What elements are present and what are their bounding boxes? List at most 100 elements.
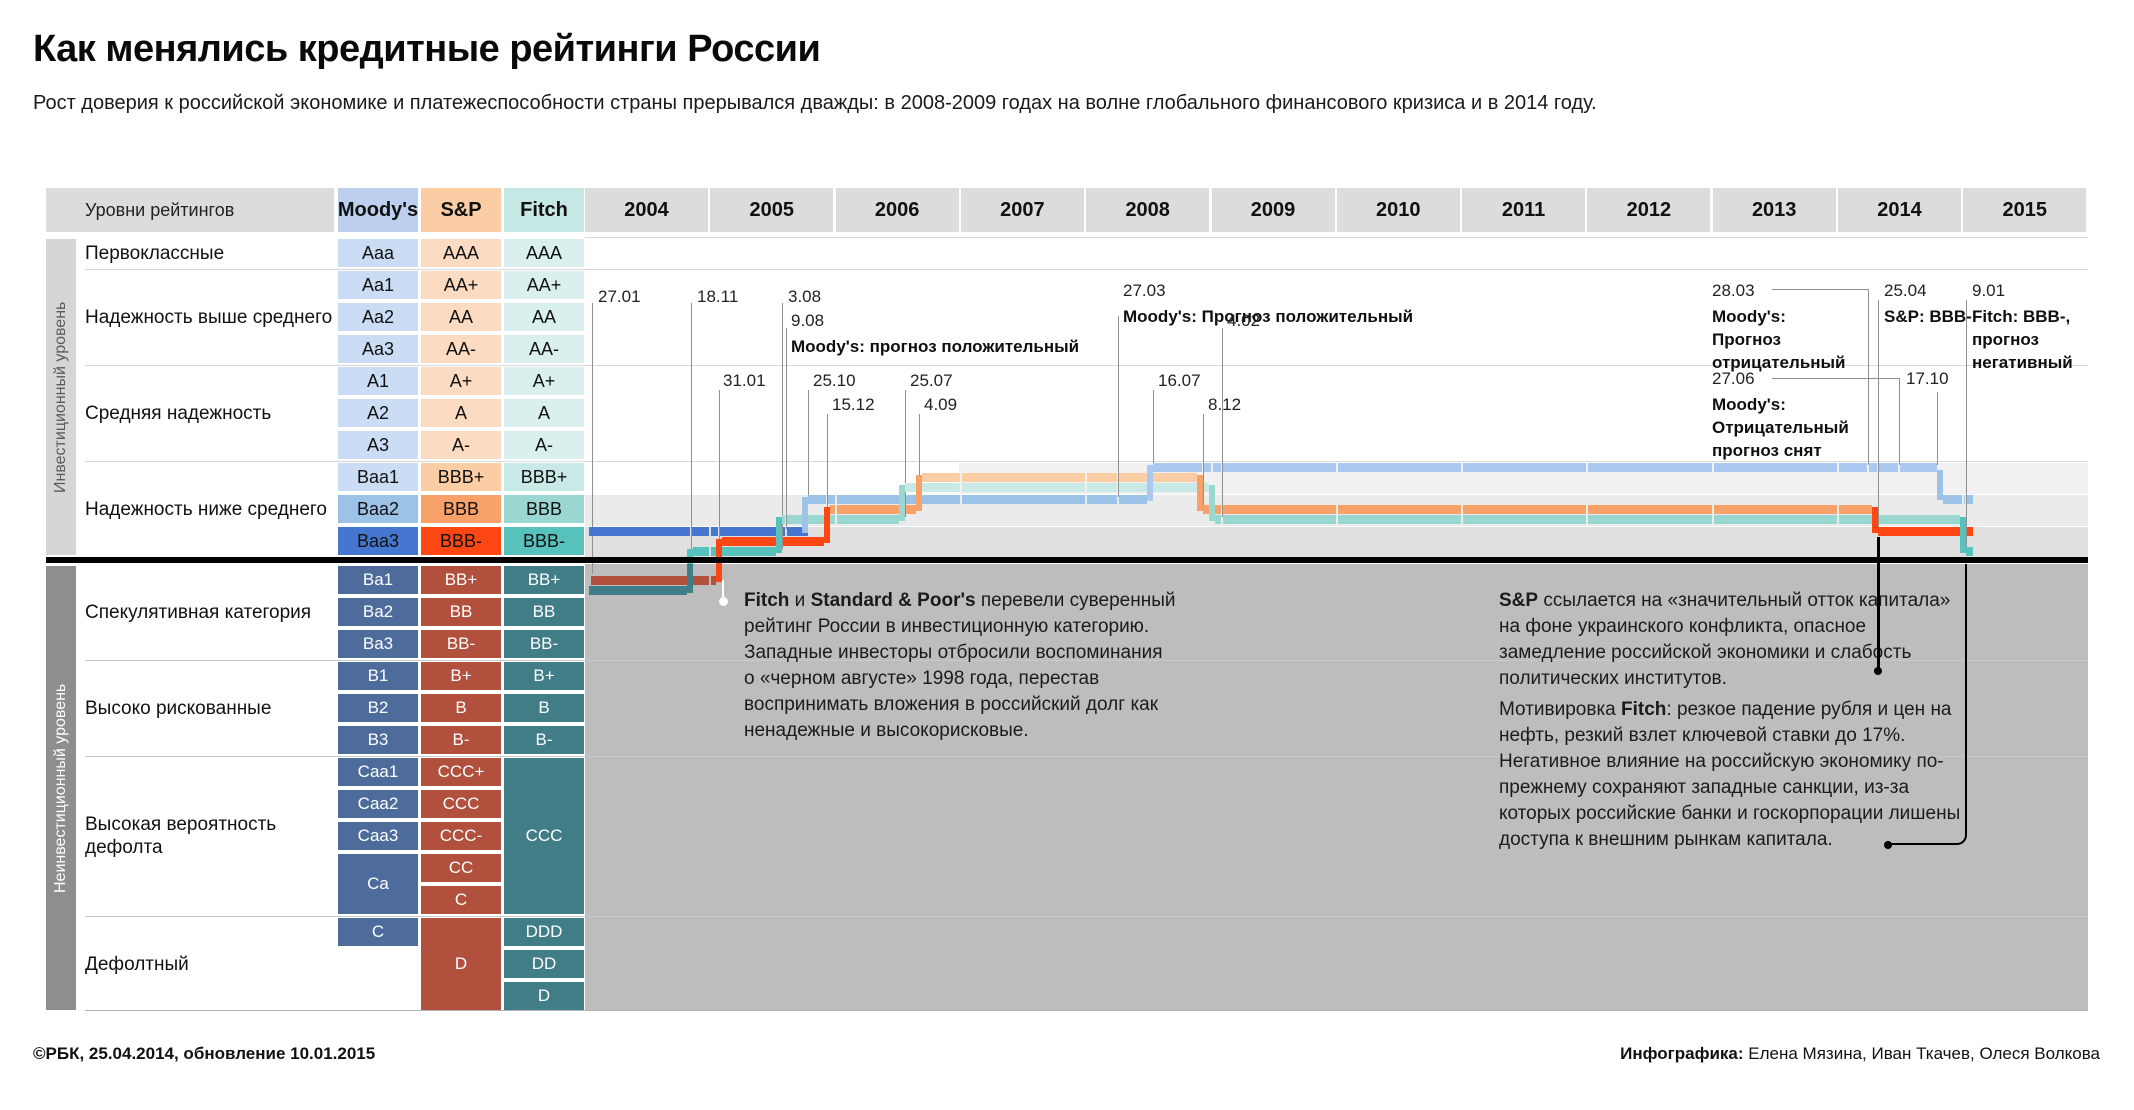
year-header: 2012 — [1587, 188, 1711, 232]
rating-cell-moody: Aaa — [338, 239, 418, 267]
subtitle: Рост доверия к российской экономике и пл… — [33, 92, 1597, 114]
rating-bar-moodys — [1900, 463, 1937, 472]
year-header: 2004 — [585, 188, 708, 232]
chart-band — [585, 527, 2088, 558]
year-header: 2014 — [1838, 188, 1961, 232]
rating-group-label: Высокая вероятность дефолта — [85, 814, 277, 858]
rating-cell-sp: A — [421, 399, 501, 427]
rating-bar-fitch — [787, 515, 835, 524]
rating-cell-moody: Ba2 — [338, 598, 418, 626]
rating-bar-sp — [961, 473, 1086, 482]
rating-step-connector — [1209, 485, 1215, 521]
rating-cell-sp: BBB- — [421, 527, 501, 555]
rating-bar-moodys — [787, 527, 808, 536]
annotation-note: Moody's: Прогноз отрицательный — [1712, 307, 1846, 372]
rating-bar-moodys — [1713, 463, 1837, 472]
rating-cell-fitch: BB- — [504, 630, 584, 658]
annotation-date: 4.02 — [1227, 311, 1261, 330]
group-separator-line — [85, 916, 2088, 917]
rating-cell-fitch: BBB+ — [504, 463, 584, 491]
rating-bar-moodys — [1212, 463, 1221, 472]
event-date-line — [1966, 300, 1967, 548]
rating-group-label: Надежность ниже среднего — [85, 498, 327, 520]
rating-group-label: Спекулятивная категория — [85, 601, 312, 623]
rating-bar-moodys — [1223, 463, 1336, 472]
annotation-date: 17.10 — [1906, 369, 1949, 388]
year-header: 2005 — [710, 188, 834, 232]
rating-step-connector — [1197, 475, 1203, 511]
rating-cell-moody: Ba1 — [338, 566, 418, 594]
agency-header-2: Fitch — [504, 188, 584, 232]
rating-bar-fitch — [905, 483, 960, 492]
rating-group-label: Высоко рискованные — [85, 697, 272, 719]
rating-cell-sp: AA — [421, 303, 501, 331]
rating-bar-fitch — [836, 515, 899, 524]
rating-bar-moodys — [1964, 495, 1965, 504]
annotation-note: Moody's: прогноз положительный — [791, 337, 1080, 356]
rating-step-connector — [1960, 517, 1966, 553]
rating-cell-sp: B — [421, 694, 501, 722]
rating-bar-fitch — [693, 547, 710, 556]
rating-bar-fitch — [1215, 515, 1221, 524]
rating-cell-moody: A2 — [338, 399, 418, 427]
rating-cell-moody: A3 — [338, 431, 418, 459]
note-text: ссылается на «значительный отток капитал… — [1499, 590, 1951, 689]
rating-cell-moody: B2 — [338, 694, 418, 722]
note-emphasis: Standard & Poor's — [810, 590, 976, 611]
rating-bar-fitch — [1463, 515, 1587, 524]
sidebar-non-investment-level: Неинвестиционный уровень — [46, 566, 76, 1010]
rating-bar-moodys — [808, 495, 826, 504]
annotation-date: 25.07 — [910, 371, 953, 390]
rating-bar-sp — [722, 537, 781, 546]
annotation-note: Fitch: BBB-, прогноз негативный — [1972, 307, 2073, 372]
rating-cell-sp: D — [421, 918, 501, 1010]
annotation-date: 28.03 — [1712, 281, 1755, 300]
rating-cell-moody: Baa1 — [338, 463, 418, 491]
footer-credits: Инфографика: Елена Мязина, Иван Ткачев, … — [1620, 1044, 2100, 1064]
rating-step-connector — [1147, 465, 1153, 501]
rating-cell-fitch: DD — [504, 950, 584, 978]
rating-bar-sp — [906, 505, 916, 514]
annotation-date: 25.10 — [813, 371, 856, 390]
rating-bar-moodys — [961, 495, 1086, 504]
agency-header-1: S&P — [421, 188, 501, 232]
rating-cell-moody: Aa1 — [338, 271, 418, 299]
footer-credits-label: Инфографика: — [1620, 1044, 1744, 1063]
annotation-date: 4.09 — [924, 395, 958, 414]
note-emphasis: S&P — [1499, 590, 1539, 611]
note-block: Fitch и Standard & Poor's перевели сувер… — [744, 588, 1178, 744]
rating-bar-sp — [1839, 505, 1872, 514]
rating-bar-fitch — [1839, 515, 1877, 524]
rating-bar-fitch — [1223, 515, 1336, 524]
group-separator-line — [85, 756, 2088, 757]
callout-dot — [1884, 841, 1892, 849]
year-header: 2006 — [835, 188, 959, 232]
rating-step-connector — [916, 475, 922, 511]
event-date-line — [786, 328, 787, 529]
callout-line-white — [722, 580, 724, 597]
annotation-note: Moody's: Прогноз положительный — [1123, 307, 1414, 326]
event-date-line — [1153, 390, 1154, 465]
rating-bar-moodys — [828, 495, 835, 504]
rating-cell-moody: Aa2 — [338, 303, 418, 331]
rating-step-connector — [687, 549, 693, 564]
rating-bar-fitch — [589, 586, 687, 595]
rating-cell-sp: BB- — [421, 630, 501, 658]
rating-cell-sp: AA- — [421, 335, 501, 363]
rating-cell-sp: B- — [421, 726, 501, 754]
rating-cell-fitch: A- — [504, 431, 584, 459]
rating-bar-sp — [1878, 527, 1963, 536]
event-date-line — [1899, 378, 1900, 465]
event-date-line — [691, 303, 692, 584]
event-date-line — [905, 390, 906, 517]
page-title: Как менялись кредитные рейтинги России — [33, 28, 821, 70]
rating-cell-moody: Aa3 — [338, 335, 418, 363]
rating-cell-sp: BBB+ — [421, 463, 501, 491]
rating-bar-fitch — [1119, 483, 1202, 492]
table-header-levels: Уровни рейтингов — [46, 188, 334, 232]
year-header: 2009 — [1211, 188, 1335, 232]
rating-bar-fitch — [720, 547, 776, 556]
event-date-line — [827, 414, 828, 507]
group-separator-line — [85, 1010, 2088, 1011]
